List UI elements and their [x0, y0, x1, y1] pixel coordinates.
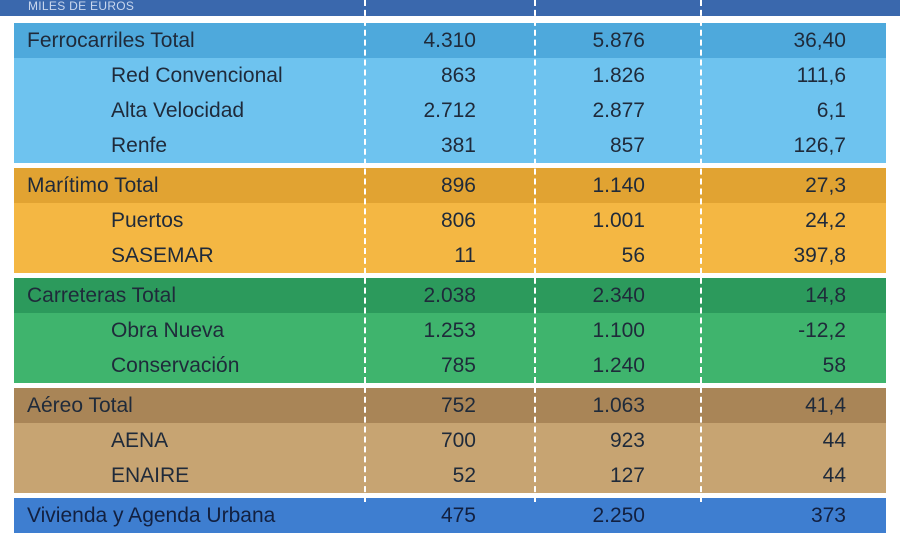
cell-value-1: 863 — [440, 64, 476, 87]
cell-value-1: 806 — [440, 209, 476, 232]
column-divider — [364, 0, 366, 502]
cell-value-3: 397,8 — [793, 244, 846, 267]
row-label: Ferrocarriles Total — [27, 29, 195, 52]
cell-value-1: 785 — [440, 354, 476, 377]
row-label: SASEMAR — [111, 244, 214, 267]
column-divider — [700, 0, 702, 502]
row-label: ENAIRE — [111, 464, 190, 487]
cell-value-1: 752 — [440, 394, 476, 417]
group-aereo: Aéreo Total 752 1.063 41,4 AENA 700 923 … — [14, 388, 886, 493]
cell-value-3: -12,2 — [798, 319, 846, 342]
table-row: Conservación 785 1.240 58 — [14, 348, 886, 383]
cell-value-1: 2.038 — [423, 284, 476, 307]
cell-value-2: 923 — [609, 429, 645, 452]
row-label: AENA — [111, 429, 169, 452]
table-row: AENA 700 923 44 — [14, 423, 886, 458]
table-row: Renfe 381 857 126,7 — [14, 128, 886, 163]
table-row: Red Convencional 863 1.826 111,6 — [14, 58, 886, 93]
row-label: Aéreo Total — [27, 394, 133, 417]
cell-value-1: 11 — [454, 244, 476, 267]
cell-value-2: 56 — [621, 244, 645, 267]
table-row-total: Aéreo Total 752 1.063 41,4 — [14, 388, 886, 423]
cell-value-1: 1.253 — [423, 319, 476, 342]
group-vivienda: Vivienda y Agenda Urbana 475 2.250 373 — [14, 498, 886, 533]
cell-value-1: 381 — [440, 134, 476, 157]
cell-value-3: 111,6 — [796, 64, 846, 87]
row-label: Renfe — [111, 134, 168, 157]
cell-value-2: 1.001 — [592, 209, 645, 232]
table-row: ENAIRE 52 127 44 — [14, 458, 886, 493]
cell-value-1: 896 — [440, 174, 476, 197]
table-row-total: Marítimo Total 896 1.140 27,3 — [14, 168, 886, 203]
cell-value-2: 1.100 — [592, 319, 645, 342]
cell-value-2: 1.240 — [592, 354, 645, 377]
group-maritimo: Marítimo Total 896 1.140 27,3 Puertos 80… — [14, 168, 886, 273]
row-label: Puertos — [111, 209, 184, 232]
cell-value-1: 2.712 — [423, 99, 476, 122]
cell-value-2: 5.876 — [592, 29, 645, 52]
table-row: Alta Velocidad 2.712 2.877 6,1 — [14, 93, 886, 128]
unit-label: MILES DE EUROS — [28, 0, 135, 13]
cell-value-1: 700 — [440, 429, 476, 452]
table-row-total: Carreteras Total 2.038 2.340 14,8 — [14, 278, 886, 313]
header-bar: MILES DE EUROS — [0, 0, 900, 16]
cell-value-3: 44 — [822, 429, 846, 452]
cell-value-3: 27,3 — [805, 174, 846, 197]
table-row-total: Ferrocarriles Total 4.310 5.876 36,40 — [14, 23, 886, 58]
row-label: Conservación — [111, 354, 240, 377]
cell-value-2: 1.063 — [592, 394, 645, 417]
cell-value-2: 1.140 — [592, 174, 645, 197]
cell-value-3: 373 — [810, 504, 846, 527]
cell-value-1: 475 — [440, 504, 476, 527]
cell-value-3: 36,40 — [793, 29, 846, 52]
cell-value-1: 52 — [452, 464, 476, 487]
row-label: Marítimo Total — [27, 174, 159, 197]
column-divider — [534, 0, 536, 502]
row-label: Vivienda y Agenda Urbana — [27, 504, 276, 527]
cell-value-3: 24,2 — [805, 209, 846, 232]
investment-table: Ferrocarriles Total 4.310 5.876 36,40 Re… — [14, 23, 886, 533]
table-row: SASEMAR 11 56 397,8 — [14, 238, 886, 273]
cell-value-1: 4.310 — [423, 29, 476, 52]
row-label: Alta Velocidad — [111, 99, 245, 122]
table-row: Obra Nueva 1.253 1.100 -12,2 — [14, 313, 886, 348]
row-label: Red Convencional — [111, 64, 283, 87]
cell-value-2: 127 — [609, 464, 645, 487]
cell-value-3: 58 — [822, 354, 846, 377]
cell-value-2: 2.340 — [592, 284, 645, 307]
cell-value-2: 1.826 — [592, 64, 645, 87]
cell-value-3: 126,7 — [793, 134, 846, 157]
table-row: Puertos 806 1.001 24,2 — [14, 203, 886, 238]
cell-value-3: 6,1 — [816, 99, 846, 122]
row-label: Carreteras Total — [27, 284, 177, 307]
row-label: Obra Nueva — [111, 319, 225, 342]
cell-value-3: 14,8 — [805, 284, 846, 307]
cell-value-2: 857 — [609, 134, 645, 157]
group-carreteras: Carreteras Total 2.038 2.340 14,8 Obra N… — [14, 278, 886, 383]
cell-value-2: 2.250 — [592, 504, 645, 527]
group-ferrocarriles: Ferrocarriles Total 4.310 5.876 36,40 Re… — [14, 23, 886, 163]
table-row-total: Vivienda y Agenda Urbana 475 2.250 373 — [14, 498, 886, 533]
cell-value-3: 44 — [822, 464, 846, 487]
cell-value-2: 2.877 — [592, 99, 645, 122]
cell-value-3: 41,4 — [805, 394, 846, 417]
